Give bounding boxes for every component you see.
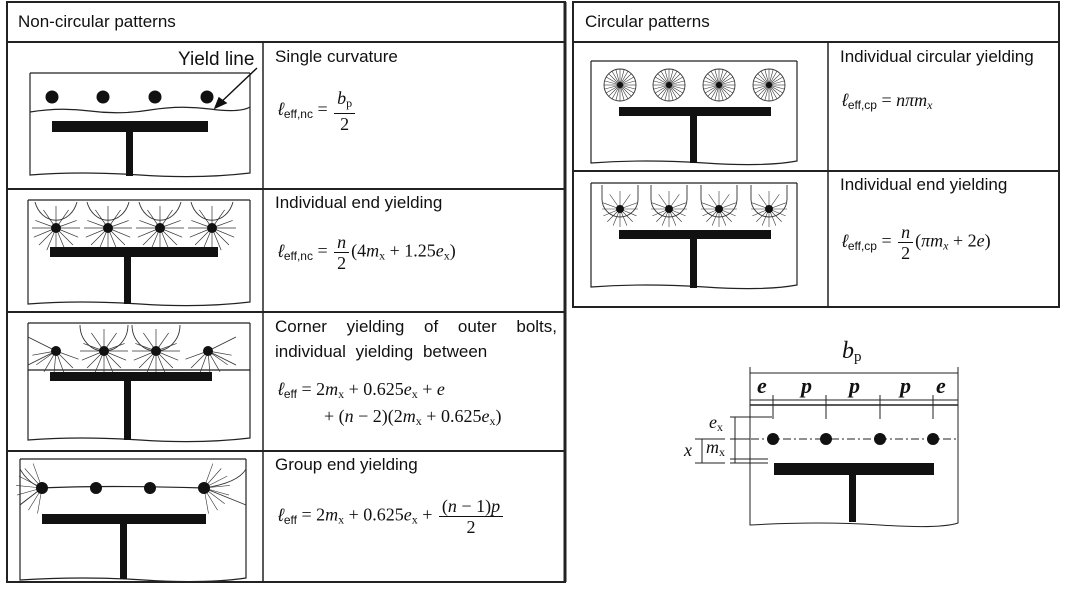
row3-title-line1: Corner yielding of outer bolts, — [275, 317, 557, 336]
spacing-e-left: e — [757, 373, 767, 398]
individual-end-yielding-figure — [27, 199, 251, 307]
corner-yielding-figure — [27, 322, 251, 443]
row3-formula-line2: + (n − 2)(2mx + 0.625ex) — [324, 406, 502, 428]
non-circular-header: Non-circular patterns — [18, 12, 176, 31]
spacing-e-right: e — [936, 373, 946, 398]
row3-formula-line1: ℓeff = 2mx + 0.625ex + e — [278, 379, 445, 401]
row2-title: Individual end yielding — [275, 193, 443, 212]
spacing-p-2: p — [849, 373, 860, 398]
right-row2-title: Individual end yielding — [840, 175, 1008, 194]
spacing-p-3: p — [900, 373, 911, 398]
right-row1-title: Individual circular yielding — [840, 47, 1034, 66]
row4-formula: ℓeff = 2mx + 0.625ex + (n − 1)p 2 — [278, 496, 505, 537]
right-row1-formula: ℓeff,cp = nπmx — [842, 90, 933, 112]
individual-circular-yielding-figure — [590, 60, 798, 166]
row2-formula: ℓeff,nc = n 2 (4mx + 1.25ex) — [278, 232, 456, 273]
row3-title-line2: individual yielding between — [275, 342, 488, 361]
circular-end-yielding-figure — [590, 182, 798, 290]
yield-line-label: Yield line — [178, 49, 255, 70]
dimension-diagram — [695, 367, 959, 528]
x-label: x — [684, 440, 692, 460]
bp-label: bp — [842, 338, 862, 365]
row1-title: Single curvature — [275, 47, 398, 66]
row4-title: Group end yielding — [275, 455, 418, 474]
row1-formula: ℓeff,nc = bp 2 — [278, 88, 357, 134]
circular-header: Circular patterns — [585, 12, 710, 31]
ex-label: ex — [709, 412, 723, 434]
group-end-yielding-figure — [16, 458, 247, 583]
right-row2-formula: ℓeff,cp = n 2 (πmx + 2e) — [842, 222, 991, 263]
spacing-p-1: p — [801, 373, 812, 398]
mx-label: mx — [706, 437, 725, 459]
single-curvature-figure — [29, 67, 258, 178]
